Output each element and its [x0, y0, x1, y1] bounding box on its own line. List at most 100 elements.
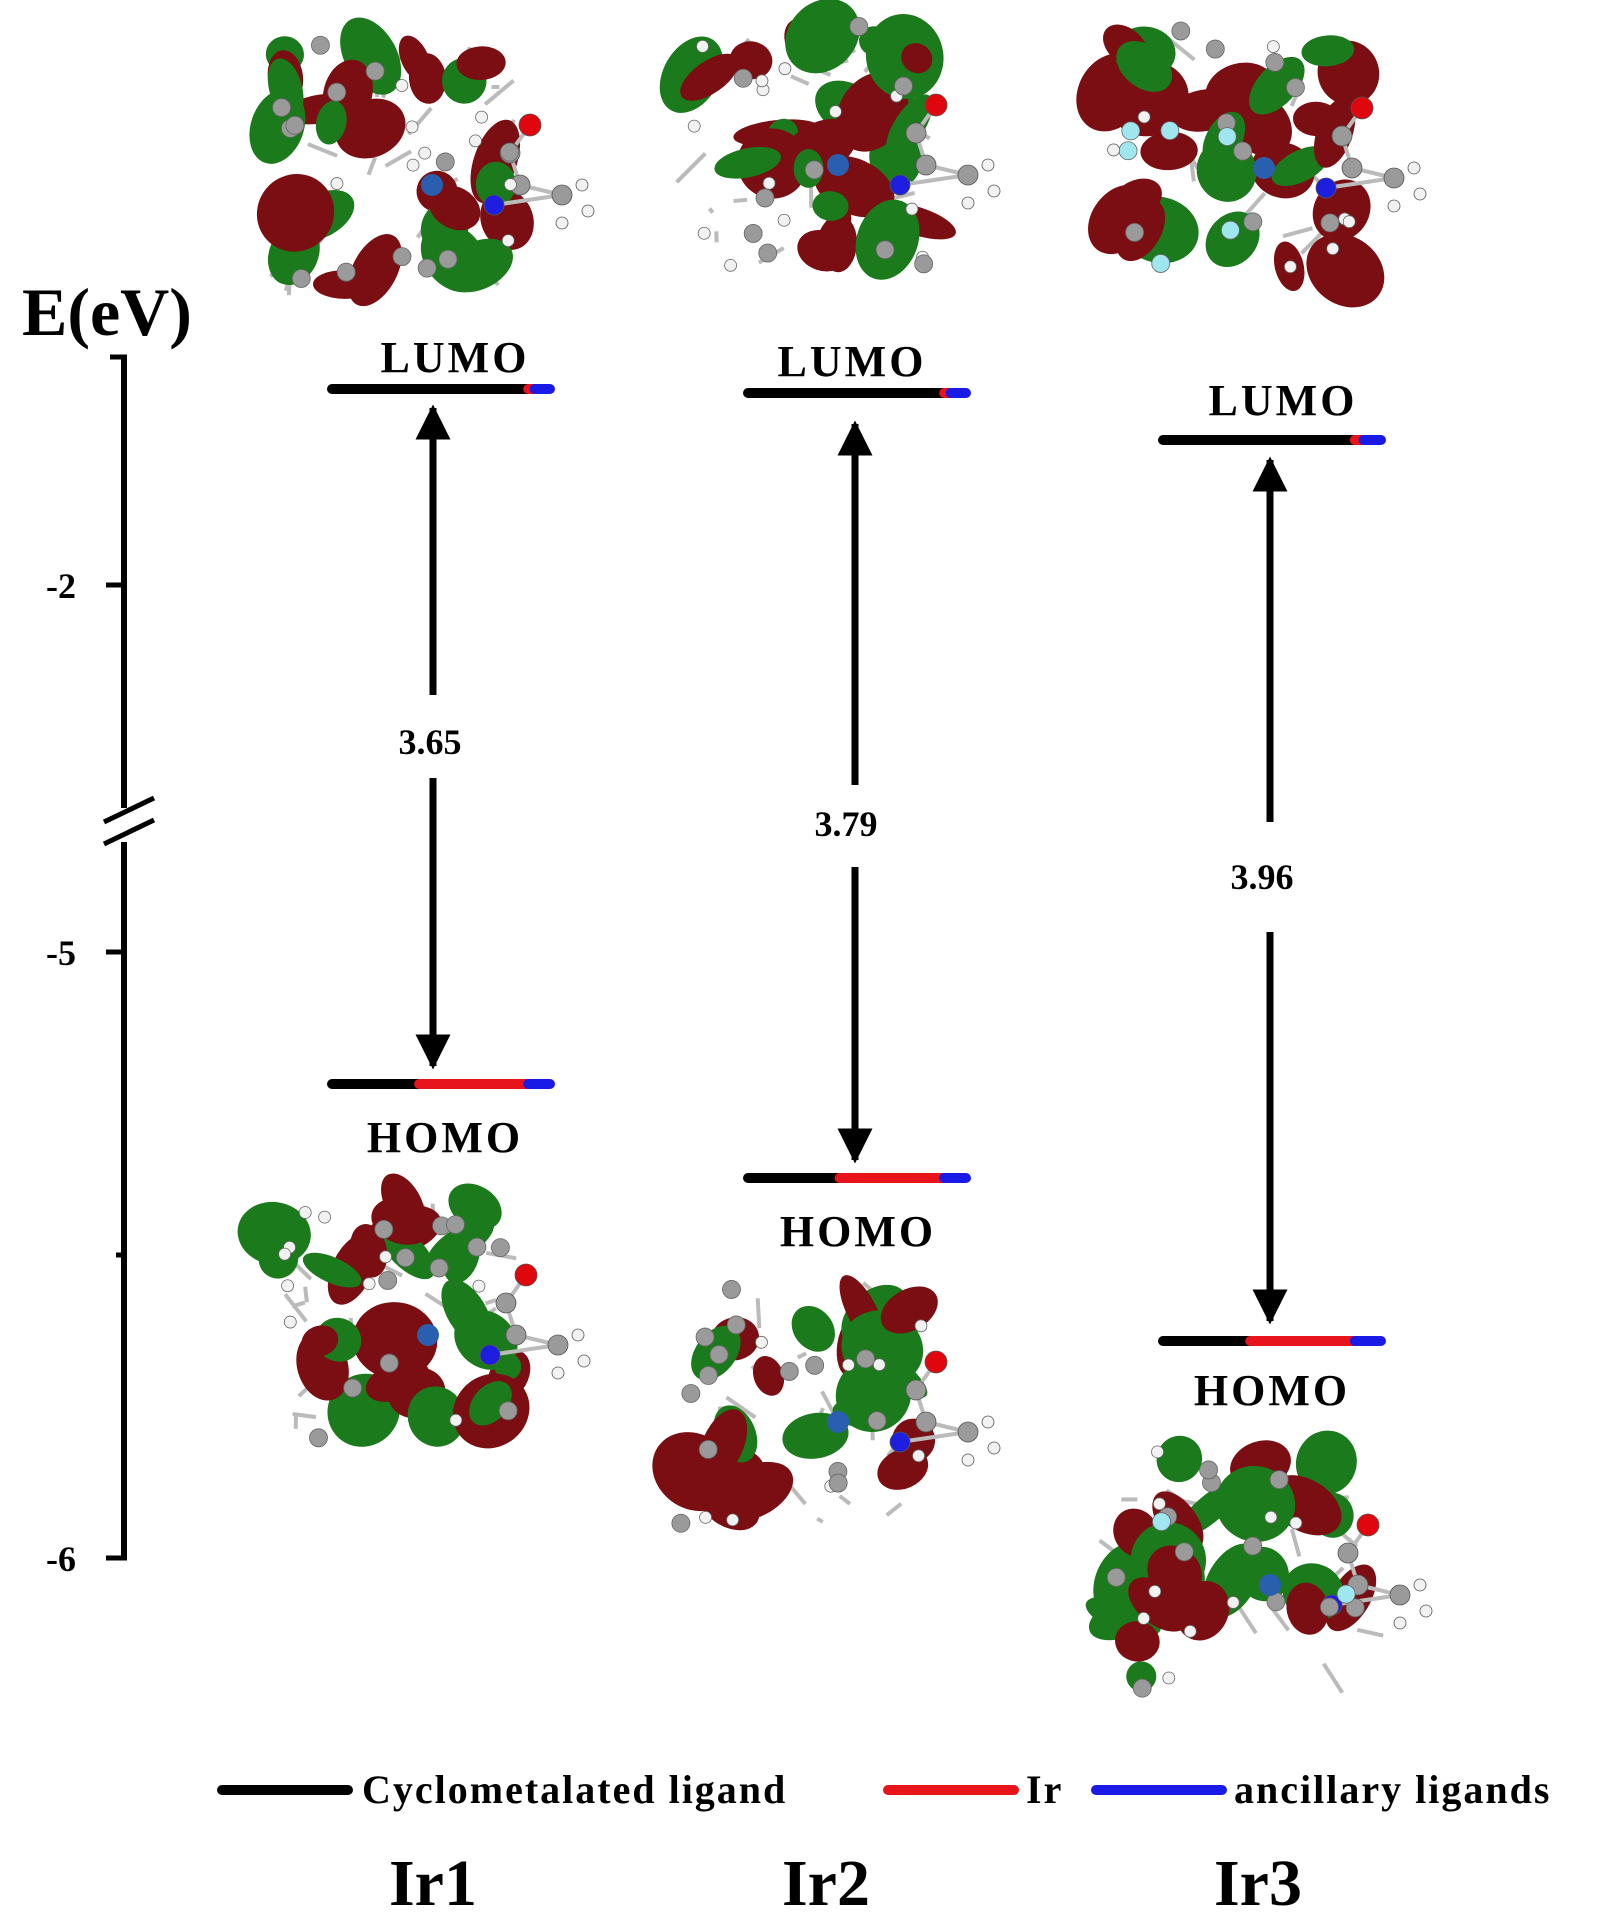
orbital-lobe — [256, 174, 335, 252]
tick-label-minus-6: -6 — [46, 1539, 76, 1579]
axis-title: E(eV) — [22, 274, 192, 350]
bond — [790, 74, 810, 86]
atom — [406, 158, 420, 172]
atom — [575, 178, 589, 192]
orbital-lobe — [1116, 41, 1173, 92]
bond — [899, 173, 969, 187]
atom — [446, 1215, 465, 1234]
atom — [379, 1250, 392, 1264]
atom — [1342, 215, 1356, 229]
atom — [449, 1413, 463, 1427]
atom — [1148, 1584, 1162, 1598]
orbital-lobe — [680, 53, 739, 101]
atom — [1205, 39, 1225, 59]
axis-break-mark-1 — [102, 795, 156, 825]
atom — [755, 1335, 768, 1349]
atom — [849, 17, 869, 36]
bond — [384, 149, 412, 168]
atom — [1217, 127, 1237, 146]
atom — [1199, 1460, 1218, 1480]
atom — [915, 1411, 937, 1433]
atom — [1337, 1542, 1359, 1564]
axis-break-mark-2 — [102, 817, 156, 847]
atom — [278, 1247, 292, 1261]
orbital-lobe — [1301, 35, 1355, 67]
iridium-atom — [421, 174, 443, 196]
ir3-lumo-orbital-image — [1076, 21, 1427, 308]
atom — [1183, 1624, 1197, 1638]
bond — [307, 142, 338, 158]
atom — [467, 1237, 487, 1257]
atom — [500, 142, 519, 162]
atom — [1264, 1510, 1278, 1524]
orbital-lobe — [428, 185, 481, 231]
atom — [1320, 213, 1340, 233]
atom — [981, 158, 995, 172]
atom — [743, 224, 763, 243]
orbital-lobe — [791, 1305, 835, 1352]
orbital-lobe — [1286, 1582, 1329, 1635]
complex-ir1: LUMO 3.65 HOMO Ir1 — [237, 17, 595, 1920]
atom — [551, 184, 573, 206]
atom — [842, 1358, 855, 1372]
atom — [889, 1431, 911, 1453]
atom — [327, 82, 347, 102]
atom — [435, 152, 455, 172]
bond — [816, 1516, 824, 1524]
legend-label-cyclometalated: Cyclometalated ligand — [362, 1767, 787, 1812]
atom — [479, 1344, 501, 1366]
atom — [778, 62, 792, 76]
atom — [1356, 1513, 1380, 1537]
orbital-lobe — [1248, 56, 1305, 115]
atom — [698, 1440, 718, 1459]
atom — [311, 35, 330, 55]
atom — [1226, 1596, 1240, 1609]
atom — [1171, 21, 1191, 41]
orbital-lobe — [1156, 1435, 1203, 1483]
atom — [1283, 260, 1297, 274]
atom — [695, 1327, 715, 1347]
atom — [417, 258, 437, 278]
bond — [1356, 1627, 1384, 1638]
orbital-lobe — [812, 191, 849, 221]
orbital-lobe — [301, 1325, 339, 1357]
atom — [498, 1401, 518, 1421]
atom — [1266, 40, 1280, 53]
iridium-atom — [417, 1324, 439, 1346]
ir3-homo-label: HOMO — [1194, 1366, 1350, 1415]
atom — [374, 1219, 394, 1239]
orbital-lobe — [442, 238, 513, 293]
ir1-lumo-orbital-image — [249, 17, 595, 307]
atom — [1320, 1597, 1339, 1617]
atom — [957, 1421, 979, 1443]
atom — [405, 120, 419, 134]
atom — [687, 119, 701, 133]
atom — [281, 1279, 294, 1293]
atom — [696, 39, 709, 53]
orbital-lobe — [475, 161, 516, 207]
atom — [318, 1210, 332, 1224]
atom — [758, 243, 778, 263]
atom — [755, 188, 775, 208]
bond — [1331, 1593, 1401, 1607]
atom — [1243, 212, 1263, 232]
ir2-lumo-orbital-image — [659, 0, 1001, 280]
atom — [726, 1315, 746, 1335]
atom — [505, 1324, 527, 1346]
atom — [828, 1473, 848, 1493]
atom — [722, 1280, 741, 1299]
ir2-gap-value: 3.79 — [815, 804, 878, 844]
atom — [1174, 1542, 1194, 1562]
bond — [796, 1351, 808, 1360]
orbital-lobe — [714, 146, 781, 179]
atom — [1162, 1671, 1176, 1685]
ir2-homo-orbital-image — [652, 1275, 1001, 1533]
atom — [429, 1258, 449, 1278]
atom — [724, 258, 737, 272]
atom — [1387, 199, 1401, 213]
ir3-gap-value: 3.96 — [1231, 857, 1294, 897]
atom — [555, 216, 569, 230]
atom — [362, 1277, 376, 1291]
orbital-lobe — [312, 270, 376, 299]
